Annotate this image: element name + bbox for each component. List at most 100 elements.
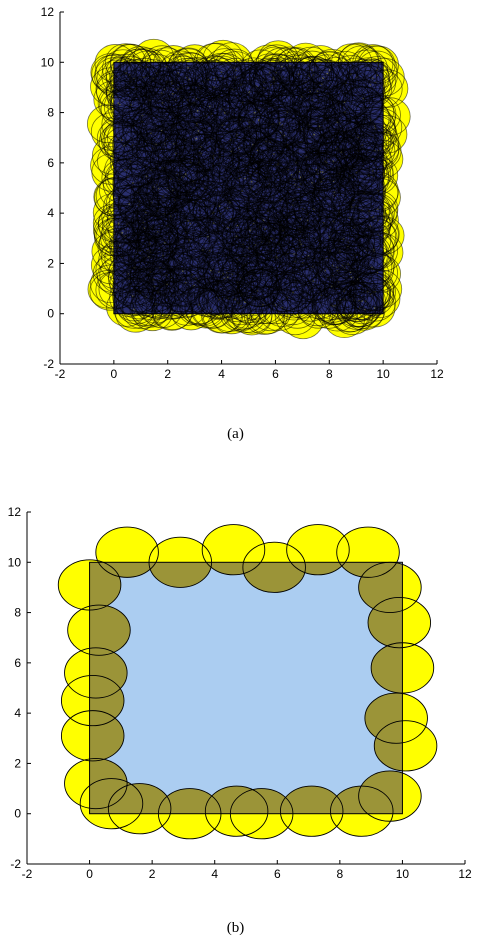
disk-outline [313,286,356,326]
disk-outline [192,55,235,94]
disk-outline [136,198,178,237]
disk-outline [90,146,132,185]
y-tick-label: 12 [8,505,22,519]
disk-outline [242,285,284,325]
disk-outline [336,526,400,578]
disk-outline [64,647,128,699]
disk-outline [311,176,353,216]
disk-outline [252,140,295,180]
disk-outline [353,245,395,285]
disk-outline [101,57,143,96]
disk-outline [107,783,172,835]
covered-area [89,562,403,814]
disk-outline [152,45,194,84]
disk-outline [213,93,255,133]
disk-outline [130,150,172,190]
disk-outline [325,82,368,122]
disk-outline [343,292,385,331]
disk-outline [246,285,289,325]
disk-outline [105,43,147,82]
disk-outline [149,187,191,227]
x-tick-label: 4 [218,367,225,381]
disk-outline [127,231,169,270]
disk-outline [323,139,365,178]
disk-outline [267,109,309,149]
y-tick-label: -2 [43,357,54,371]
y-tick-label: 10 [8,555,22,569]
disk-outline [334,117,376,156]
covered-disk-part [364,693,403,744]
disk-outline [272,180,314,220]
region-square [89,562,403,814]
disk-outline [167,278,209,317]
disk-outline [274,51,316,90]
disk-outline [269,177,311,217]
y-tick-label: 10 [41,55,55,69]
disk-outline [104,238,146,278]
disk-outline [190,290,232,329]
disk-outline [358,128,400,167]
disk-outline [176,57,219,96]
covered-disk-part [290,562,346,575]
disk-outline [308,290,350,329]
disk-outline [153,124,195,164]
disk-outline [359,254,402,293]
disk-outline [204,785,269,837]
disk-outline [342,130,384,170]
disk-outline [317,167,359,206]
disk-outline [136,65,178,104]
disk-outline [261,252,304,291]
y-tick-label: 8 [14,606,21,620]
disk-outline [194,70,236,110]
disk-outline [109,252,151,291]
disk-outline [299,250,341,290]
x-tick-label: 8 [326,367,333,381]
disk-outline [308,50,351,90]
disk-outline [103,126,146,165]
disk-outline [164,113,206,153]
overlap-speck [113,196,116,199]
disk-outline [228,72,270,111]
y-tick-label: 6 [14,656,21,670]
disk-outline [218,79,260,119]
disk-outline [363,57,405,97]
disk-outline [348,235,390,274]
disk-outline [332,208,374,247]
disk-outline [333,280,375,320]
disk-outline [117,204,159,244]
x-tick-label: 12 [430,367,444,381]
covered-disk-part [108,783,171,814]
disk-outline [245,158,287,198]
disk-outline [99,171,141,210]
disk-outline [265,161,307,201]
disk-outline [229,788,294,840]
disk-outline [96,71,138,111]
covered-disk-part [149,562,212,588]
disk-outline [330,785,394,837]
y-tick-label: 4 [47,206,54,220]
overlap-speck [231,62,233,63]
disk-outline [79,778,144,830]
disk-outline [121,290,163,330]
disk-outline [233,201,276,241]
y-tick-label: 6 [47,156,54,170]
disk-outline [357,215,399,255]
disk-outline [107,118,149,158]
y-tick-label: 2 [47,256,54,270]
disk-outline [266,92,309,132]
disk-outline [358,770,422,822]
disk-outline [278,220,321,260]
disk-outline [279,785,344,837]
x-tick-label: 6 [272,367,279,381]
y-tick-label: -2 [10,857,21,871]
disk-outline [267,150,309,189]
disk-outline [167,48,209,87]
x-tick-label: 10 [396,867,410,881]
chart-b: -2 0 2 4 6 8 10 12 -2 0 2 4 6 8 10 12 [8,505,472,881]
disk-outline [262,211,304,250]
disk-outline [129,252,172,292]
disk-outline [137,178,179,217]
y-tick-label: 2 [14,756,21,770]
disk-outline [370,642,435,694]
disk-outline [245,249,287,289]
